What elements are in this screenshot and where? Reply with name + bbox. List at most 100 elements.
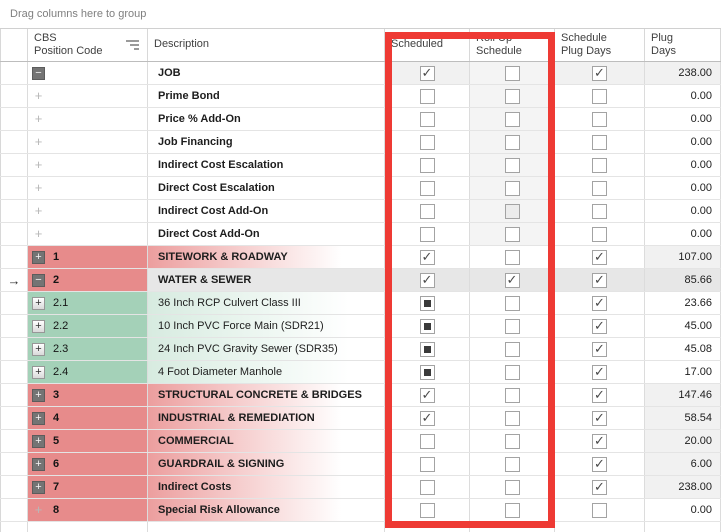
- description-cell[interactable]: Indirect Cost Escalation: [148, 154, 385, 176]
- description-cell[interactable]: 36 Inch RCP Culvert Class III: [148, 292, 385, 314]
- collapse-button[interactable]: −: [32, 273, 45, 287]
- description-cell[interactable]: Direct Cost Add-On: [148, 223, 385, 245]
- table-row[interactable]: +4 INDUSTRIAL & REMEDIATION 58.54: [0, 407, 721, 430]
- position-code-cell[interactable]: +: [28, 177, 148, 199]
- schedule-plug-days-checkbox[interactable]: [592, 456, 607, 472]
- plug-days-cell[interactable]: 20.00: [645, 430, 721, 452]
- scheduled-checkbox[interactable]: [419, 180, 435, 196]
- plug-days-cell[interactable]: 23.66: [645, 292, 721, 314]
- scheduled-checkbox[interactable]: [419, 341, 435, 357]
- table-row[interactable]: + Direct Cost Escalation 0.00: [0, 177, 721, 200]
- plug-days-cell[interactable]: 147.46: [645, 384, 721, 406]
- table-row[interactable]: +2.1 36 Inch RCP Culvert Class III 23.66: [0, 292, 721, 315]
- scheduled-checkbox[interactable]: [419, 502, 435, 518]
- group-by-panel[interactable]: Drag columns here to group: [0, 0, 721, 29]
- roll-up-schedule-checkbox[interactable]: [504, 111, 520, 127]
- scheduled-checkbox[interactable]: [419, 272, 435, 288]
- roll-up-schedule-checkbox[interactable]: [504, 479, 520, 495]
- table-row[interactable]: +5 COMMERCIAL 20.00: [0, 430, 721, 453]
- description-cell[interactable]: Job Financing: [148, 131, 385, 153]
- scheduled-checkbox[interactable]: [419, 226, 435, 242]
- table-row[interactable]: +2.2 10 Inch PVC Force Main (SDR21) 45.00: [0, 315, 721, 338]
- plug-days-cell[interactable]: 0.00: [645, 85, 721, 107]
- schedule-plug-days-checkbox[interactable]: [592, 203, 607, 219]
- position-code-cell[interactable]: +1: [28, 246, 148, 268]
- schedule-plug-days-checkbox[interactable]: [592, 272, 607, 288]
- schedule-plug-days-checkbox[interactable]: [592, 65, 607, 81]
- table-row[interactable]: +6 GUARDRAIL & SIGNING 6.00: [0, 453, 721, 476]
- table-row[interactable]: +1 SITEWORK & ROADWAY 107.00: [0, 246, 721, 269]
- plug-days-cell[interactable]: 6.00: [645, 453, 721, 475]
- expand-button[interactable]: +: [32, 296, 45, 310]
- table-row[interactable]: + Prime Bond 0.00: [0, 85, 721, 108]
- description-cell[interactable]: Special Risk Allowance: [148, 499, 385, 521]
- table-row[interactable]: + Direct Cost Add-On 0.00: [0, 223, 721, 246]
- scheduled-checkbox[interactable]: [419, 456, 435, 472]
- schedule-plug-days-checkbox[interactable]: [592, 88, 607, 104]
- position-code-cell[interactable]: +4: [28, 407, 148, 429]
- expand-button[interactable]: +: [32, 388, 45, 402]
- roll-up-schedule-checkbox[interactable]: [504, 249, 520, 265]
- roll-up-schedule-checkbox[interactable]: [504, 134, 520, 150]
- schedule-plug-days-checkbox[interactable]: [592, 433, 607, 449]
- roll-up-schedule-checkbox[interactable]: [504, 318, 520, 334]
- expand-button[interactable]: +: [32, 365, 45, 379]
- schedule-plug-days-checkbox[interactable]: [592, 410, 607, 426]
- schedule-plug-days-checkbox[interactable]: [592, 387, 607, 403]
- roll-up-schedule-checkbox[interactable]: [504, 502, 520, 518]
- plug-days-cell[interactable]: 0.00: [645, 131, 721, 153]
- scheduled-checkbox[interactable]: [419, 65, 435, 81]
- roll-up-schedule-checkbox[interactable]: [504, 157, 520, 173]
- header-cbs-position-code[interactable]: CBS Position Code: [28, 29, 148, 61]
- description-cell[interactable]: Prime Bond: [148, 85, 385, 107]
- expand-button[interactable]: +: [32, 411, 45, 425]
- schedule-plug-days-checkbox[interactable]: [592, 479, 607, 495]
- schedule-plug-days-checkbox[interactable]: [592, 318, 607, 334]
- scheduled-checkbox[interactable]: [419, 410, 435, 426]
- header-description[interactable]: Description: [148, 29, 385, 61]
- scheduled-checkbox[interactable]: [419, 295, 435, 311]
- scheduled-checkbox[interactable]: [419, 433, 435, 449]
- table-row[interactable]: +3 STRUCTURAL CONCRETE & BRIDGES 147.46: [0, 384, 721, 407]
- description-cell[interactable]: Direct Cost Escalation: [148, 177, 385, 199]
- scheduled-checkbox[interactable]: [419, 479, 435, 495]
- position-code-cell[interactable]: +: [28, 108, 148, 130]
- table-row[interactable]: + Indirect Cost Escalation 0.00: [0, 154, 721, 177]
- schedule-plug-days-checkbox[interactable]: [592, 364, 607, 380]
- description-cell[interactable]: GUARDRAIL & SIGNING: [148, 453, 385, 475]
- header-plug-days[interactable]: Plug Days: [645, 29, 721, 61]
- expand-button[interactable]: +: [32, 319, 45, 333]
- table-row[interactable]: +8 Special Risk Allowance 0.00: [0, 499, 721, 522]
- position-code-cell[interactable]: +6: [28, 453, 148, 475]
- expand-button[interactable]: +: [32, 457, 45, 471]
- roll-up-schedule-checkbox[interactable]: [504, 433, 520, 449]
- header-roll-up-schedule[interactable]: Roll Up Schedule: [470, 29, 555, 61]
- roll-up-schedule-checkbox[interactable]: [504, 295, 520, 311]
- schedule-plug-days-checkbox[interactable]: [592, 134, 607, 150]
- roll-up-schedule-checkbox[interactable]: [504, 456, 520, 472]
- schedule-plug-days-checkbox[interactable]: [592, 111, 607, 127]
- plug-days-cell[interactable]: 0.00: [645, 200, 721, 222]
- roll-up-schedule-checkbox[interactable]: [504, 65, 520, 81]
- position-code-cell[interactable]: +2.3: [28, 338, 148, 360]
- position-code-cell[interactable]: −2: [28, 269, 148, 291]
- header-schedule-plug-days[interactable]: Schedule Plug Days: [555, 29, 645, 61]
- plug-days-cell[interactable]: 45.08: [645, 338, 721, 360]
- table-row[interactable]: +7 Indirect Costs 238.00: [0, 476, 721, 499]
- plug-days-cell[interactable]: 58.54: [645, 407, 721, 429]
- expand-button[interactable]: +: [32, 250, 45, 264]
- description-cell[interactable]: Indirect Cost Add-On: [148, 200, 385, 222]
- scheduled-checkbox[interactable]: [419, 203, 435, 219]
- roll-up-schedule-checkbox[interactable]: [504, 410, 520, 426]
- schedule-plug-days-checkbox[interactable]: [592, 502, 607, 518]
- description-cell[interactable]: 10 Inch PVC Force Main (SDR21): [148, 315, 385, 337]
- position-code-cell[interactable]: +3: [28, 384, 148, 406]
- position-code-cell[interactable]: +: [28, 223, 148, 245]
- expand-button[interactable]: +: [32, 434, 45, 448]
- schedule-plug-days-checkbox[interactable]: [592, 295, 607, 311]
- table-row[interactable]: +2.4 4 Foot Diameter Manhole 17.00: [0, 361, 721, 384]
- position-code-cell[interactable]: +2.2: [28, 315, 148, 337]
- position-code-cell[interactable]: +: [28, 154, 148, 176]
- description-cell[interactable]: WATER & SEWER: [148, 269, 385, 291]
- plug-days-cell[interactable]: 107.00: [645, 246, 721, 268]
